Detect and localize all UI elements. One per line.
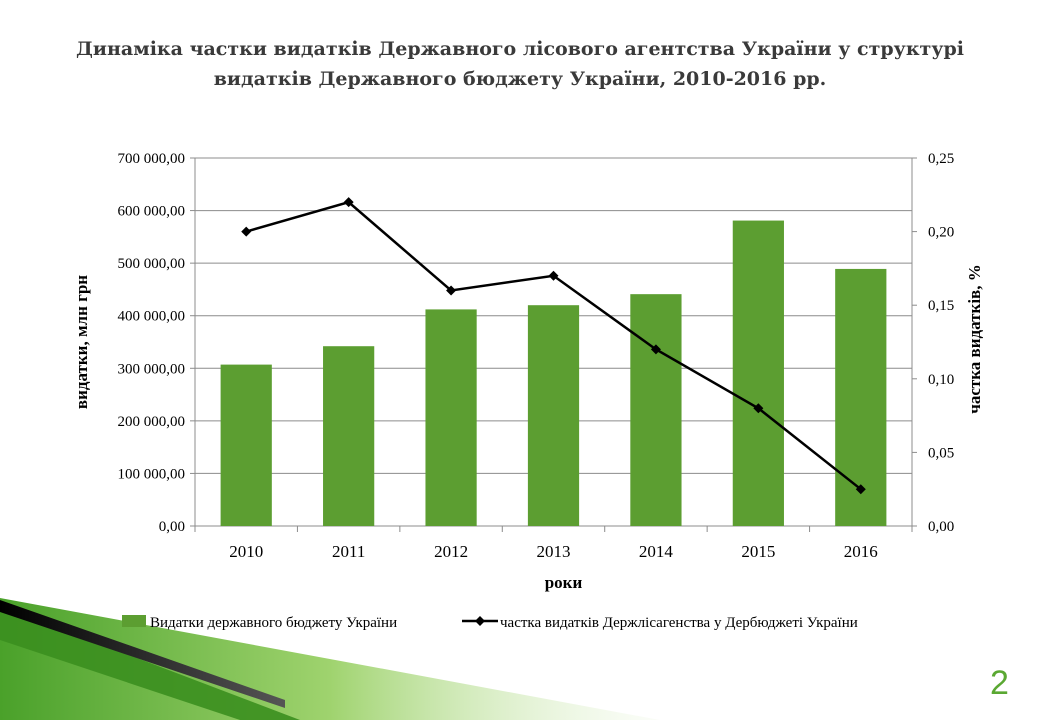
legend-label-bar: Видатки державного бюджету України [150, 615, 397, 631]
x-tick-label: 2013 [537, 542, 571, 561]
bar [220, 364, 272, 526]
line-point [855, 484, 866, 495]
y2-tick-label: 0,05 [928, 445, 954, 461]
bar [835, 268, 887, 526]
chart-title: Динаміка частки видатків Державного лісо… [0, 34, 1040, 94]
y-tick-label: 400 000,00 [118, 309, 186, 325]
y2-tick-label: 0,10 [928, 372, 954, 388]
x-tick-label: 2016 [844, 542, 878, 561]
y-tick-label: 100 000,00 [118, 466, 186, 482]
line-point [753, 403, 764, 414]
slide-number: 2 [990, 664, 1009, 702]
y-tick-label: 300 000,00 [118, 361, 186, 377]
y-tick-label: 600 000,00 [118, 204, 186, 220]
y-axis-label: видатки, млн грн [72, 275, 91, 409]
line-point [241, 226, 252, 237]
x-axis-label: роки [545, 573, 583, 592]
y2-tick-label: 0,25 [928, 151, 954, 167]
bar [425, 309, 477, 526]
y2-tick-label: 0,00 [928, 519, 954, 535]
chart-title-line-1: Динаміка частки видатків Державного лісо… [76, 38, 964, 60]
bar [323, 346, 375, 526]
x-tick-label: 2011 [332, 542, 365, 561]
y2-tick-label: 0,15 [928, 298, 954, 314]
bar [527, 305, 580, 526]
y2-axis-label: частка видатків, % [965, 264, 984, 413]
bar [630, 294, 682, 526]
y2-tick-label: 0,20 [928, 225, 954, 241]
y-tick-label: 200 000,00 [118, 414, 186, 430]
x-tick-label: 2015 [741, 542, 775, 561]
y-tick-label: 700 000,00 [118, 151, 186, 167]
legend-swatch-bar [122, 615, 146, 627]
x-tick-label: 2012 [434, 542, 468, 561]
y-tick-label: 0,00 [159, 519, 185, 535]
line-point [446, 285, 457, 296]
y-tick-label: 500 000,00 [118, 256, 186, 272]
bar [732, 220, 784, 526]
line-point [548, 270, 559, 281]
legend-marker-line [475, 616, 485, 626]
x-tick-label: 2014 [639, 542, 674, 561]
chart-title-line-2: видатків Державного бюджету України, 201… [213, 68, 827, 90]
line-point [343, 197, 354, 208]
x-tick-label: 2010 [229, 542, 263, 561]
legend-label-line: частка видатків Держлісагенства у Дербюд… [500, 615, 858, 631]
line-point [650, 344, 661, 355]
